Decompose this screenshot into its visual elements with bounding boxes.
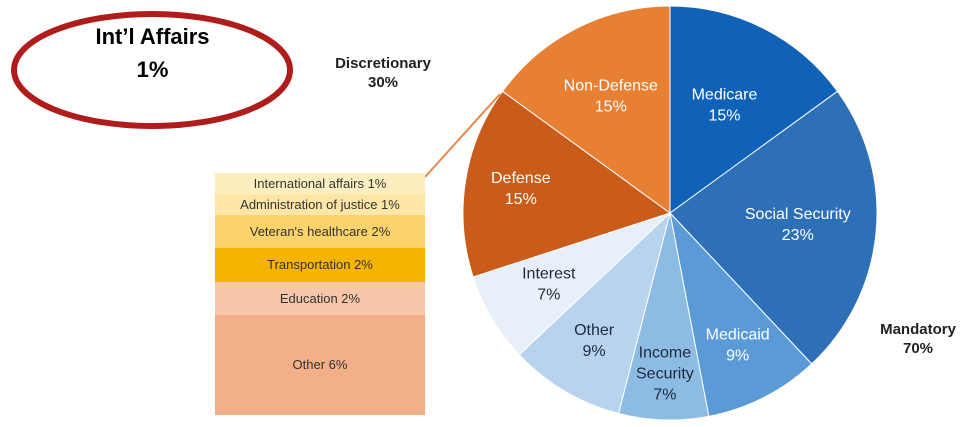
pie-label-medicare-name: Medicare <box>692 87 758 104</box>
discretionary-value: 30% <box>367 74 399 91</box>
bar-label-education: Education 2% <box>279 290 361 306</box>
callout-value: 1% <box>136 57 169 82</box>
pie-slice-other <box>518 211 671 415</box>
callout-label: Int’l Affairs 1% <box>20 20 285 86</box>
bar-label-other: Other 6% <box>292 357 348 373</box>
bar-label-transportation: Transportation 2% <box>267 257 373 273</box>
bar-segment-education: Education 2% <box>215 281 425 315</box>
mandatory-value: 70% <box>902 340 934 357</box>
bar-segment-administration-of-justice: Administration of justice 1% <box>215 194 425 215</box>
bar-segment-transportation: Transportation 2% <box>215 248 425 282</box>
mandatory-name: Mandatory <box>880 321 956 338</box>
bar-segment-other: Other 6% <box>215 314 425 415</box>
pie-slice-social-security <box>669 90 878 365</box>
pie-label-non-defense-name: Non-Defense <box>564 78 658 95</box>
discretionary-label: Discretionary 30% <box>318 54 448 92</box>
pie-label-income-security-name: Security <box>636 366 694 383</box>
pie-slice-defense <box>462 90 672 278</box>
connector-line <box>424 93 501 178</box>
pie-slice-medicaid <box>669 211 813 417</box>
pie-chart: Medicare 15% Social Security 23% Medicaid 9% I… <box>462 5 878 421</box>
pie-label-interest-name: Interest <box>522 265 576 282</box>
pie-label-defense-name: Defense <box>491 170 551 187</box>
pie-slice-medicare <box>669 5 839 214</box>
pie-slice-non-defense <box>501 5 671 214</box>
bar-label-international-affairs: International affairs 1% <box>253 176 387 191</box>
pie-label-medicaid-value: 9% <box>726 348 749 365</box>
bar-segment-veteran-s-healthcare: Veteran's healthcare 2% <box>215 215 425 249</box>
bar-label-administration-of-justice: Administration of justice 1% <box>240 197 400 212</box>
pie-label-non-defense-value: 15% <box>595 99 627 116</box>
pie-label-social-security-name: Social Security <box>745 206 851 223</box>
bar-label-veteran-s-healthcare: Veteran's healthcare 2% <box>249 224 391 240</box>
callout-title: Int’l Affairs <box>95 24 210 49</box>
pie-label-medicaid-name: Medicaid <box>706 327 770 344</box>
pie-label-other-value: 9% <box>583 343 606 360</box>
pie-label-medicare-value: 15% <box>708 108 740 125</box>
bar-segment-international-affairs: International affairs 1% <box>215 173 425 194</box>
pie-label-defense-value: 15% <box>505 191 537 208</box>
callout-ring <box>11 11 293 129</box>
pie-label-income-security-value: 7% <box>653 387 676 404</box>
pie-label-income-security-name: Income <box>639 345 692 362</box>
mandatory-label: Mandatory 70% <box>868 320 968 358</box>
discretionary-breakdown-bar: International affairs 1% Administration o… <box>215 173 425 415</box>
pie-label-interest-value: 7% <box>537 286 560 303</box>
pie-label-other-name: Other <box>574 322 615 339</box>
pie-label-social-security-value: 23% <box>782 227 814 244</box>
discretionary-name: Discretionary <box>335 55 431 72</box>
